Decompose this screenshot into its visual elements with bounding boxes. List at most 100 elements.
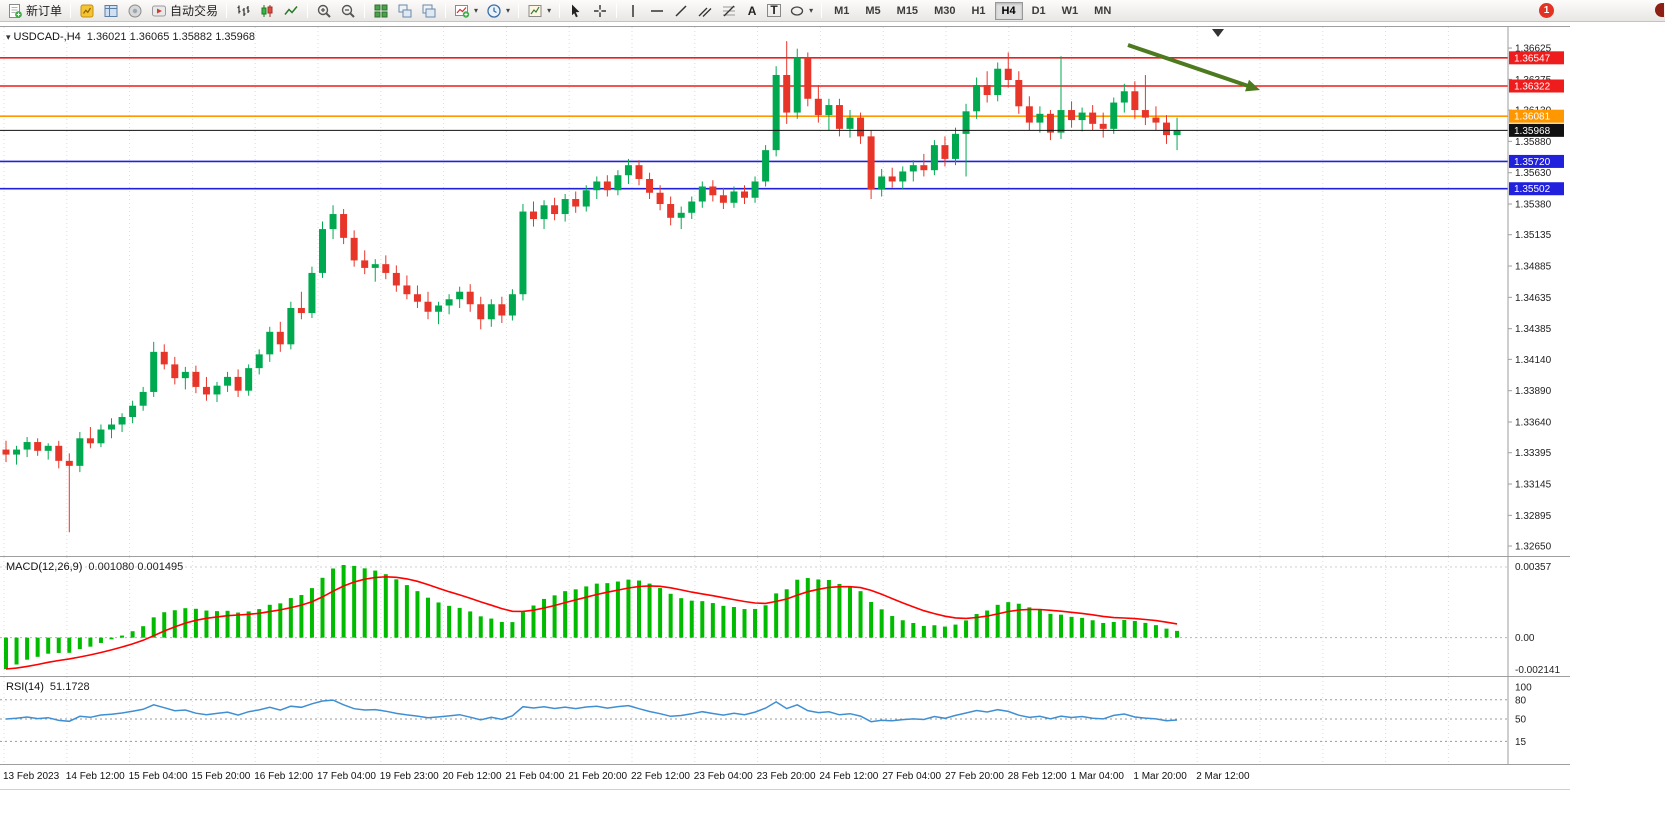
svg-text:1.34140: 1.34140 bbox=[1515, 355, 1552, 366]
periods-button[interactable]: ▾ bbox=[482, 1, 514, 21]
svg-text:1.33890: 1.33890 bbox=[1515, 386, 1552, 397]
notification-badge[interactable]: 1 bbox=[1539, 3, 1554, 18]
timeframe-button-d1[interactable]: D1 bbox=[1031, 4, 1046, 17]
timeframe-button-m5[interactable]: M5 bbox=[865, 4, 881, 17]
text-tool-button[interactable]: A bbox=[741, 1, 763, 21]
timeframe-button-m15[interactable]: M15 bbox=[896, 4, 919, 17]
timeframe-button-w1[interactable]: W1 bbox=[1061, 4, 1079, 17]
svg-text:100: 100 bbox=[1515, 683, 1532, 694]
svg-text:50: 50 bbox=[1515, 715, 1527, 726]
new-order-button[interactable]: 新订单 bbox=[3, 1, 66, 21]
autotrading-icon bbox=[152, 5, 167, 16]
svg-text:1.35502: 1.35502 bbox=[1514, 184, 1551, 195]
svg-text:1.33640: 1.33640 bbox=[1515, 418, 1552, 429]
macd-canvas[interactable]: 0.00357 0.00 -0.002141 bbox=[0, 557, 1570, 677]
timeframe-button-m30[interactable]: M30 bbox=[934, 4, 956, 17]
rsi-panel[interactable]: RSI(14) 51.1728 100 80 50 15 bbox=[0, 676, 1570, 765]
navigator-button[interactable] bbox=[123, 1, 147, 21]
svg-text:1.36625: 1.36625 bbox=[1515, 44, 1552, 55]
horizontal-line-button[interactable] bbox=[645, 1, 669, 21]
candlestick-chart-canvas[interactable]: 1.366251.363751.361301.358801.356301.353… bbox=[0, 27, 1570, 557]
chevron-down-icon: ▾ bbox=[809, 6, 814, 15]
chart-title: ▾ USDCAD-,H4 1.36021 1.36065 1.35882 1.359… bbox=[6, 31, 255, 43]
time-axis[interactable]: 13 Feb 2023 14 Feb 12:00 15 Feb 04:00 15 Fe… bbox=[0, 764, 1570, 790]
new-order-label: 新订单 bbox=[26, 4, 63, 18]
collapse-triangle-icon[interactable]: ▾ bbox=[6, 32, 11, 42]
candlestick-chart-icon bbox=[261, 4, 273, 17]
shapes-button[interactable]: ▾ bbox=[785, 1, 817, 21]
templates-icon bbox=[528, 4, 542, 17]
zoom-out-button[interactable] bbox=[336, 1, 360, 21]
channel-button[interactable] bbox=[693, 1, 717, 21]
toolbar-separator bbox=[559, 3, 561, 18]
trendline-icon bbox=[675, 4, 687, 17]
time-label: 1 Mar 04:00 bbox=[1070, 771, 1124, 782]
arrange-windows-button[interactable] bbox=[393, 1, 417, 21]
macd-name: MACD(12,26,9) bbox=[6, 561, 83, 573]
crosshair-button[interactable] bbox=[588, 1, 612, 21]
svg-text:1.36322: 1.36322 bbox=[1514, 82, 1551, 93]
periods-clock-icon bbox=[487, 3, 501, 18]
main-chart-panel[interactable]: ▾ USDCAD-,H4 1.36021 1.36065 1.35882 1.359… bbox=[0, 26, 1570, 557]
fibonacci-icon bbox=[723, 5, 736, 16]
vertical-line-button[interactable] bbox=[621, 1, 645, 21]
zoom-out-icon bbox=[341, 4, 355, 18]
svg-text:1.36081: 1.36081 bbox=[1514, 112, 1551, 123]
data-window-icon bbox=[104, 4, 118, 17]
macd-panel[interactable]: MACD(12,26,9) 0.001080 0.001495 0.00357 0.… bbox=[0, 556, 1570, 677]
new-order-icon bbox=[9, 3, 22, 18]
svg-text:0.00357: 0.00357 bbox=[1515, 562, 1552, 573]
rsi-label: RSI(14) 51.1728 bbox=[6, 681, 90, 693]
autotrading-button[interactable]: 自动交易 bbox=[147, 1, 222, 21]
fibonacci-button[interactable] bbox=[717, 1, 741, 21]
indicators-button[interactable]: ▾ bbox=[450, 1, 482, 21]
toolbar-separator bbox=[307, 3, 309, 18]
crosshair-icon bbox=[594, 4, 607, 17]
time-label: 20 Feb 12:00 bbox=[442, 771, 502, 782]
line-chart-button[interactable] bbox=[279, 1, 303, 21]
toolbar-separator bbox=[445, 3, 447, 18]
time-label: 1 Mar 20:00 bbox=[1133, 771, 1187, 782]
toolbar-separator bbox=[616, 3, 618, 18]
zoom-in-button[interactable] bbox=[312, 1, 336, 21]
time-label: 22 Feb 12:00 bbox=[631, 771, 690, 782]
time-label: 14 Feb 12:00 bbox=[65, 771, 125, 782]
timeframe-button-mn[interactable]: MN bbox=[1094, 4, 1112, 17]
bar-chart-icon bbox=[237, 5, 250, 16]
zoom-in-icon bbox=[317, 4, 331, 18]
svg-text:1.32650: 1.32650 bbox=[1515, 542, 1552, 553]
time-label: 16 Feb 12:00 bbox=[254, 771, 314, 782]
market-watch-icon bbox=[80, 4, 94, 17]
bar-chart-button[interactable] bbox=[231, 1, 255, 21]
timeframe-button-m1[interactable]: M1 bbox=[834, 4, 850, 17]
data-window-button[interactable] bbox=[99, 1, 123, 21]
shapes-icon bbox=[790, 5, 804, 16]
time-label: 13 Feb 2023 bbox=[3, 771, 60, 782]
text-icon: A bbox=[747, 3, 757, 18]
toolbar-separator bbox=[226, 3, 228, 18]
tile-windows-button[interactable] bbox=[369, 1, 393, 21]
svg-text:15: 15 bbox=[1515, 737, 1527, 748]
timeframe-button-h1[interactable]: H1 bbox=[971, 4, 986, 17]
market-watch-button[interactable] bbox=[75, 1, 99, 21]
trendline-button[interactable] bbox=[669, 1, 693, 21]
time-label: 27 Feb 04:00 bbox=[882, 771, 942, 782]
cursor-button[interactable] bbox=[564, 1, 588, 21]
time-label: 24 Feb 12:00 bbox=[819, 771, 879, 782]
horizontal-line-icon bbox=[651, 9, 664, 12]
cascade-windows-button[interactable] bbox=[417, 1, 441, 21]
main-toolbar: 新订单 自动交易 ▾ ▾ ▾ A T ▾ M1 M5 M15 M30 H1 H4 D1 W1 M… bbox=[0, 0, 1665, 22]
timeframe-button-h4[interactable]: H4 bbox=[994, 1, 1023, 20]
time-label: 21 Feb 20:00 bbox=[568, 771, 628, 782]
tile-windows-icon bbox=[374, 4, 388, 17]
candlestick-chart-button[interactable] bbox=[255, 1, 279, 21]
templates-button[interactable]: ▾ bbox=[523, 1, 555, 21]
clipped-badge-icon bbox=[1655, 3, 1664, 17]
time-label: 19 Feb 23:00 bbox=[379, 771, 439, 782]
cursor-icon bbox=[572, 4, 580, 17]
arrange-windows-icon bbox=[398, 4, 412, 17]
aut otrading-label: 自动交易 bbox=[170, 4, 219, 18]
toolbar-separator bbox=[821, 3, 823, 18]
label-tool-button[interactable]: T bbox=[763, 1, 785, 21]
